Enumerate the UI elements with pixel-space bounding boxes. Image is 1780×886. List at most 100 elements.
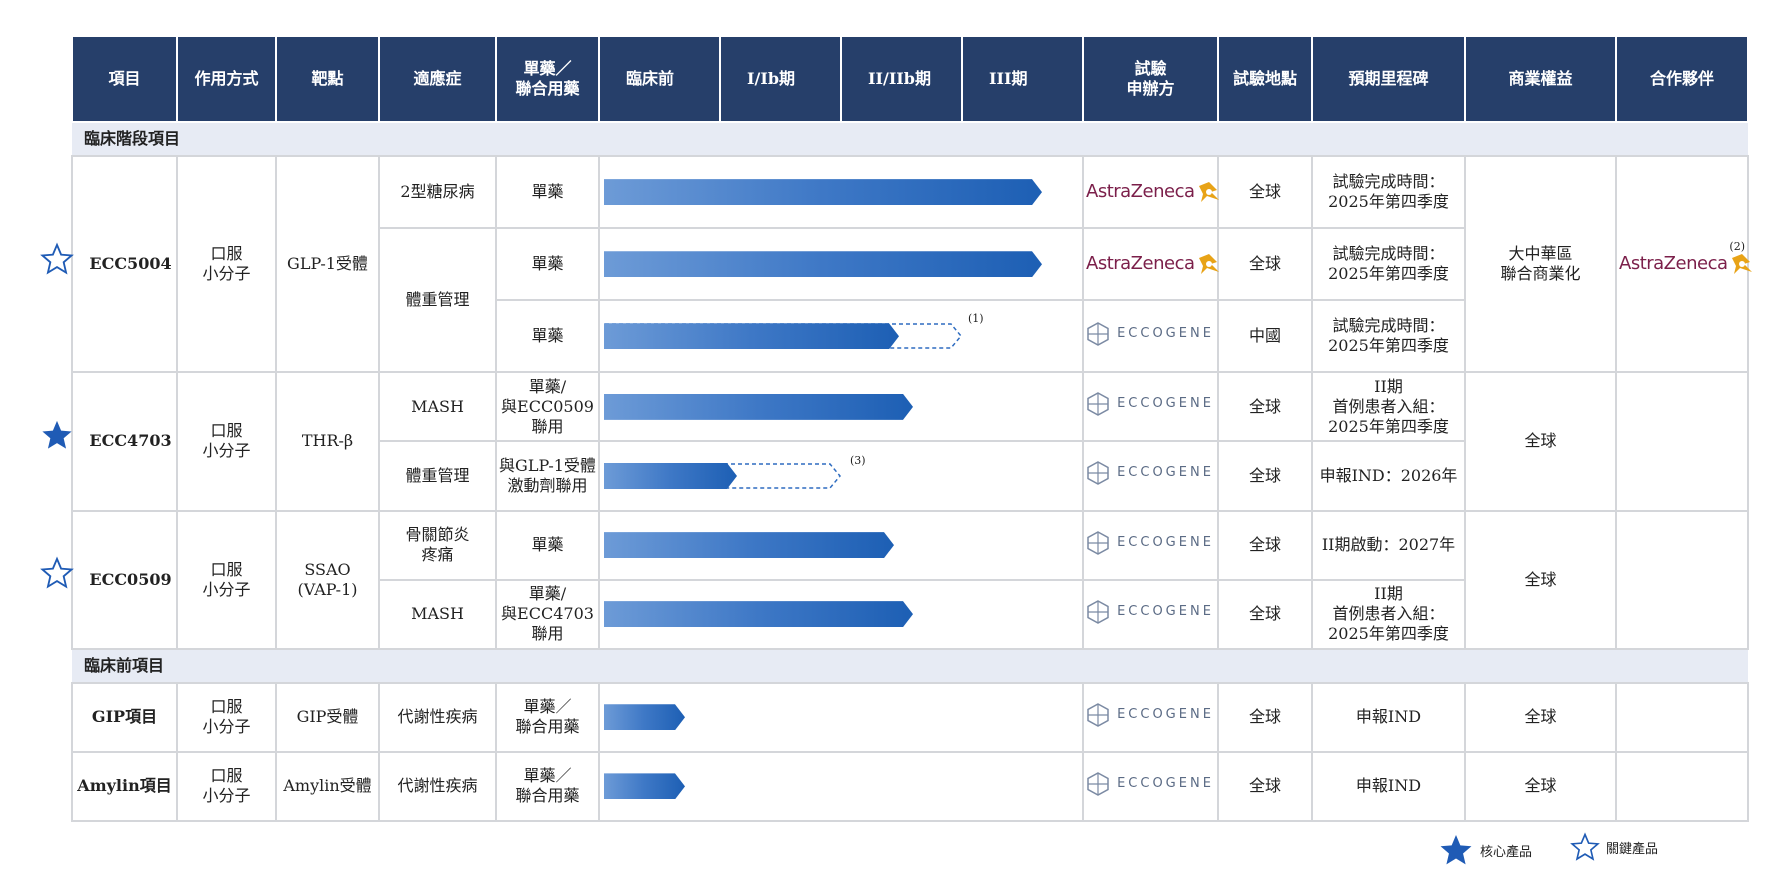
table-row: ECC0509 口服 小分子 SSAO (VAP-1) 骨關節炎 疼痛 單藥 ECCO…: [71, 509, 1749, 650]
milestone-cell: 申報IND：2026年: [1311, 440, 1466, 512]
progress-cell: [598, 371, 1084, 443]
eccogene-logo: ECCOGENE: [1087, 599, 1214, 624]
location-cell: 全球: [1217, 750, 1313, 823]
sponsor-cell: ECCOGENE: [1082, 371, 1219, 443]
progress-bar: [604, 394, 913, 420]
progress-bar: [604, 463, 737, 489]
progress-cell: [598, 155, 1084, 230]
eccogene-icon: [1087, 772, 1109, 796]
sponsor-cell: ECCOGENE: [1082, 750, 1219, 823]
rights-ecc5004: 大中華區 聯合商業化: [1464, 155, 1617, 374]
partner-gip: [1615, 681, 1749, 753]
planned-extension-dashed: [604, 463, 841, 489]
mode-amylin: 口服 小分子: [176, 750, 277, 823]
header-sponsor: 試驗 申辦方: [1082, 35, 1219, 123]
astrazeneca-logo: AstraZeneca: [1619, 252, 1754, 276]
header-phase3: III期: [961, 35, 1084, 123]
section-clinical-label: 臨床階段項目: [72, 120, 1748, 158]
astrazeneca-icon: [1198, 254, 1219, 275]
project-name-ecc0509: ECC0509: [71, 509, 178, 650]
combo-cell: 單藥: [495, 509, 600, 581]
astrazeneca-logo: AstraZeneca: [1086, 252, 1221, 276]
location-cell: 全球: [1217, 440, 1313, 512]
eccogene-icon: [1087, 702, 1109, 727]
progress-cell: (3): [598, 440, 1084, 512]
legend-key-label: 關鍵產品: [1606, 841, 1659, 857]
location-cell: 全球: [1217, 371, 1313, 443]
milestone-cell: II期 首例患者入組： 2025年第四季度: [1311, 371, 1466, 443]
indication-cell: 代謝性疾病: [378, 750, 497, 823]
progress-cell: (1): [598, 299, 1084, 374]
eccogene-icon: [1087, 599, 1109, 624]
sponsor-cell: ECCOGENE: [1082, 681, 1219, 753]
indication-cell: 體重管理: [378, 227, 497, 374]
location-cell: 全球: [1217, 509, 1313, 581]
header-rights: 商業權益: [1464, 35, 1617, 123]
table-row: ECC4703 口服 小分子 THR-β MASH 單藥/與ECC0509 聯用 E…: [71, 371, 1749, 512]
mode-gip: 口服 小分子: [176, 681, 277, 753]
milestone-cell: 試驗完成時間： 2025年第四季度: [1311, 155, 1466, 230]
sponsor-cell: ECCOGENE: [1082, 440, 1219, 512]
sponsor-cell: AstraZeneca: [1082, 227, 1221, 302]
location-cell: 全球: [1217, 681, 1313, 753]
progress-cell: [598, 509, 1084, 581]
section-preclinical-label: 臨床前項目: [72, 647, 1748, 684]
eccogene-icon: [1087, 461, 1109, 486]
table-row: GIP項目 口服 小分子 GIP受體 代謝性疾病 單藥／ 聯合用藥 ECCOGENE…: [71, 681, 1749, 753]
project-name-ecc5004: ECC5004: [71, 155, 178, 374]
eccogene-icon: [1087, 530, 1109, 555]
indication-cell: MASH: [378, 578, 497, 650]
footnote-3: (3): [850, 453, 866, 467]
combo-cell: 單藥／ 聯合用藥: [495, 681, 600, 753]
rights-ecc0509: 全球: [1464, 509, 1617, 650]
eccogene-icon: [1087, 321, 1109, 346]
indication-cell: MASH: [378, 371, 497, 443]
location-cell: 中國: [1217, 299, 1313, 374]
progress-cell: [598, 578, 1084, 650]
project-name-ecc4703: ECC4703: [71, 371, 178, 512]
progress-bar: [604, 704, 685, 730]
target-amylin: Amylin受體: [275, 750, 380, 823]
eccogene-logo: ECCOGENE: [1087, 702, 1214, 727]
indication-cell: 體重管理: [378, 440, 497, 512]
milestone-cell: II期 首例患者入組： 2025年第四季度: [1311, 578, 1466, 650]
core-product-star-icon: [1440, 835, 1472, 865]
combo-cell: 單藥: [495, 299, 600, 374]
milestone-cell: 申報IND: [1311, 681, 1466, 753]
mode-ecc4703: 口服 小分子: [176, 371, 277, 512]
indication-cell: 骨關節炎 疼痛: [378, 509, 497, 581]
progress-bar: [604, 179, 1042, 205]
astrazeneca-icon: [1198, 182, 1219, 203]
footnote-1: (1): [968, 312, 984, 326]
astrazeneca-logo: AstraZeneca: [1086, 180, 1221, 204]
project-name-amylin: Amylin項目: [71, 750, 178, 823]
eccogene-logo: ECCOGENE: [1087, 392, 1214, 417]
rights-amylin: 全球: [1464, 750, 1617, 823]
progress-cell: [598, 681, 1084, 753]
header-target: 靶點: [275, 35, 380, 123]
table-row: MASH 單藥/與ECC4703 聯用 ECCOGENE 全球 II期 首例患者入組…: [72, 578, 1748, 650]
header-phase2: II/IIb期: [840, 35, 963, 123]
partner-ecc0509: [1615, 509, 1749, 650]
table-row: Amylin項目 口服 小分子 Amylin受體 代謝性疾病 單藥／ 聯合用藥 EC…: [71, 750, 1749, 823]
progress-bar: [604, 532, 894, 558]
progress-bar: [604, 601, 913, 627]
rights-gip: 全球: [1464, 681, 1617, 753]
table-row: 體重管理 與GLP-1受體 激動劑聯用 (3) ECCOGENE 全球 申報IND…: [72, 440, 1748, 512]
legend-core: 核心產品: [1438, 832, 1532, 868]
target-ecc4703: THR-β: [275, 371, 380, 512]
target-gip: GIP受體: [275, 681, 380, 753]
header-preclinical: 臨床前: [598, 35, 721, 123]
combo-cell: 與GLP-1受體 激動劑聯用: [495, 440, 600, 512]
header-combo: 單藥／ 聯合用藥: [495, 35, 600, 123]
project-name-gip: GIP項目: [71, 681, 178, 753]
milestone-cell: 試驗完成時間： 2025年第四季度: [1311, 227, 1466, 302]
partner-amylin: [1615, 750, 1749, 823]
indication-cell: 2型糖尿病: [378, 155, 497, 230]
eccogene-logo: ECCOGENE: [1087, 530, 1214, 555]
location-cell: 全球: [1217, 227, 1313, 302]
key-product-star-icon: [40, 556, 74, 589]
header-location: 試驗地點: [1217, 35, 1313, 123]
progress-cell: [598, 750, 1084, 823]
header-mode: 作用方式: [176, 35, 277, 123]
